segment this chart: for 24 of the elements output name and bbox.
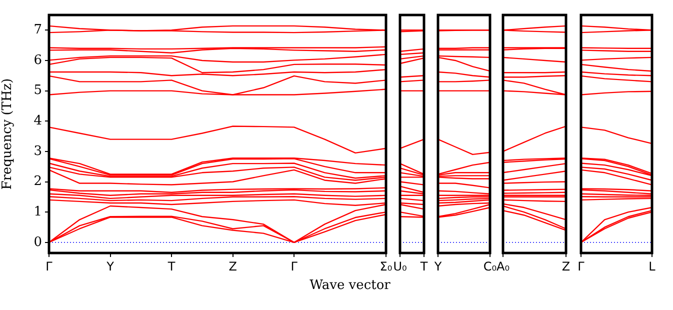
x-tick-label: Γ <box>290 259 298 274</box>
x-axis-title: Wave vector <box>308 278 392 293</box>
x-tick-label: T <box>419 259 428 274</box>
x-tick-label: Σ₀ <box>380 259 392 274</box>
y-tick-label: 3 <box>34 144 42 159</box>
x-tick-label: Y <box>433 259 442 274</box>
y-tick-label: 2 <box>34 174 42 190</box>
y-tick-label: 0 <box>34 234 42 250</box>
x-tick-label: L <box>648 259 656 274</box>
x-tick-label: Y <box>106 259 115 274</box>
x-tick-label: Γ <box>578 259 585 274</box>
x-tick-label: Z <box>562 259 570 274</box>
x-tick-label: T <box>166 259 176 274</box>
x-tick-label: Γ <box>46 259 53 274</box>
x-tick-label: Z <box>228 259 237 274</box>
y-tick-label: 5 <box>34 83 42 98</box>
y-axis-title: Frequency (THz) <box>0 78 16 190</box>
x-tick-label: C₀ <box>483 259 497 274</box>
y-tick-label: 6 <box>34 52 42 68</box>
x-tick-label: U₀ <box>393 259 407 274</box>
x-tick-label: A₀ <box>496 259 510 274</box>
y-tick-label: 1 <box>34 204 42 220</box>
y-tick-label: 4 <box>34 113 42 128</box>
y-tick-label: 7 <box>34 22 42 38</box>
